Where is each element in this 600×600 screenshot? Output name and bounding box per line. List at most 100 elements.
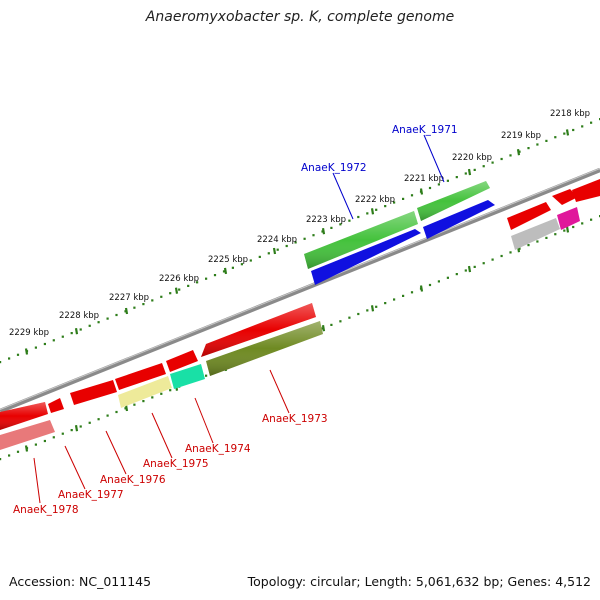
ruler-major-tick: [24, 348, 29, 355]
ruler-dot: [339, 223, 342, 226]
ruler-dot: [205, 277, 208, 280]
ruler-dot: [437, 280, 440, 283]
ruler-dot: [267, 252, 270, 255]
ruler-dot: [133, 403, 136, 406]
ruler-dot: [61, 432, 64, 435]
ruler-major-tick: [565, 226, 570, 233]
topology-summary-text: Topology: circular; Length: 5,061,632 bp…: [247, 574, 591, 589]
ruler-dot: [196, 281, 199, 284]
ruler-dot: [590, 218, 593, 221]
ruler-dot: [160, 295, 163, 298]
ruler-dot: [330, 226, 333, 229]
ruler-dot: [402, 294, 405, 297]
ruler-dot: [554, 233, 557, 236]
ruler-dot: [402, 197, 405, 200]
gene-anaek-1974-red[interactable]: [166, 350, 198, 372]
ruler-major-tick: [467, 265, 472, 273]
ruler-dot: [410, 291, 414, 294]
leader-anaek-1974: [194, 397, 214, 444]
ruler-dot: [106, 414, 109, 417]
ruler-dot: [375, 305, 378, 308]
gene-anaek-1978-pink[interactable]: [0, 420, 55, 450]
gene-right-grey[interactable]: [511, 218, 560, 250]
ruler-dot: [249, 259, 252, 262]
gene-right-red-2[interactable]: [552, 189, 578, 205]
ruler-dot: [52, 436, 55, 439]
gene-anaek-1972-blue[interactable]: [311, 229, 421, 285]
ruler-dot: [285, 244, 288, 248]
ruler-dot: [393, 201, 396, 204]
kbp-label-2222: 2222 kbp: [355, 195, 395, 205]
gene-shade: [201, 303, 316, 357]
gene-anaek-1975-yellow[interactable]: [118, 376, 172, 408]
ruler-dot: [545, 139, 548, 142]
label-anaek-1978[interactable]: AnaeK_1978: [13, 504, 79, 516]
gene-right-red-3[interactable]: [572, 179, 600, 202]
ruler-dot: [61, 335, 64, 338]
ruler-dot: [97, 321, 100, 324]
kbp-label-2226: 2226 kbp: [159, 274, 199, 284]
label-anaek-1975[interactable]: AnaeK_1975: [143, 458, 209, 470]
ruler-dot: [88, 421, 91, 424]
ruler-dot: [572, 128, 575, 132]
ruler-dot: [357, 215, 360, 219]
ruler-dot: [357, 312, 360, 316]
ruler-dot: [491, 258, 494, 261]
ruler-dot: [70, 332, 73, 335]
gene-anaek-1974-teal[interactable]: [170, 364, 205, 389]
leader-anaek-1973: [269, 369, 290, 414]
kbp-label-2225: 2225 kbp: [208, 255, 248, 265]
ruler-major-tick: [516, 149, 521, 156]
ruler-dot: [500, 254, 503, 258]
ruler-dot: [527, 147, 530, 150]
genome-backbone: [0, 167, 600, 414]
gene-anaek-1977-red[interactable]: [48, 398, 64, 413]
ruler-dot: [231, 266, 234, 269]
gene-shade: [206, 321, 323, 376]
ruler-dot: [151, 396, 154, 399]
ruler-dot: [527, 244, 530, 247]
ruler-major-tick: [419, 188, 424, 195]
ruler-major-tick: [419, 285, 424, 292]
label-anaek-1971[interactable]: AnaeK_1971: [392, 124, 458, 136]
gene-right-magenta[interactable]: [557, 207, 580, 230]
ruler-dot: [16, 353, 20, 356]
ruler-dot: [276, 248, 279, 251]
ruler-dot: [97, 418, 100, 421]
kbp-label-2221: 2221 kbp: [404, 174, 444, 184]
ruler-dot: [115, 410, 118, 414]
ruler-dot: [428, 186, 432, 190]
label-anaek-1977[interactable]: AnaeK_1977: [58, 489, 124, 501]
ruler-dot: [133, 306, 136, 309]
gene-anaek-1971-blue[interactable]: [423, 200, 495, 239]
ruler-major-tick: [24, 445, 29, 452]
ruler-dot: [509, 251, 512, 254]
ruler-dot: [187, 284, 190, 287]
ruler-dot: [366, 309, 369, 312]
ruler-dot: [205, 374, 208, 377]
label-anaek-1973[interactable]: AnaeK_1973: [262, 413, 328, 425]
ruler-dot: [428, 283, 432, 287]
ruler-dot: [240, 263, 243, 266]
kbp-label-2218: 2218 kbp: [550, 109, 590, 119]
map-title: Anaeromyxobacter sp. K, complete genome: [145, 9, 455, 25]
ruler-dot: [79, 425, 82, 428]
ruler-dot: [348, 316, 351, 319]
ruler-dot: [258, 255, 261, 258]
kbp-label-2227: 2227 kbp: [109, 293, 149, 303]
kbp-label-2228: 2228 kbp: [59, 311, 99, 321]
gene-anaek-1976-red[interactable]: [70, 380, 117, 405]
gene-right-red-1[interactable]: [507, 202, 551, 230]
ruler-dot: [554, 136, 557, 139]
ruler-major-tick: [370, 208, 375, 215]
gene-shade: [417, 181, 490, 221]
ruler-dot: [222, 270, 226, 273]
label-anaek-1974[interactable]: AnaeK_1974: [185, 443, 251, 455]
label-anaek-1976[interactable]: AnaeK_1976: [100, 474, 166, 486]
ruler-dot: [70, 429, 73, 432]
gene-anaek-1975-red[interactable]: [115, 363, 166, 390]
label-anaek-1972[interactable]: AnaeK_1972: [301, 162, 367, 174]
minus-strand-genes: [0, 303, 323, 450]
ruler-dot: [393, 298, 396, 301]
ruler-dot: [115, 313, 118, 317]
